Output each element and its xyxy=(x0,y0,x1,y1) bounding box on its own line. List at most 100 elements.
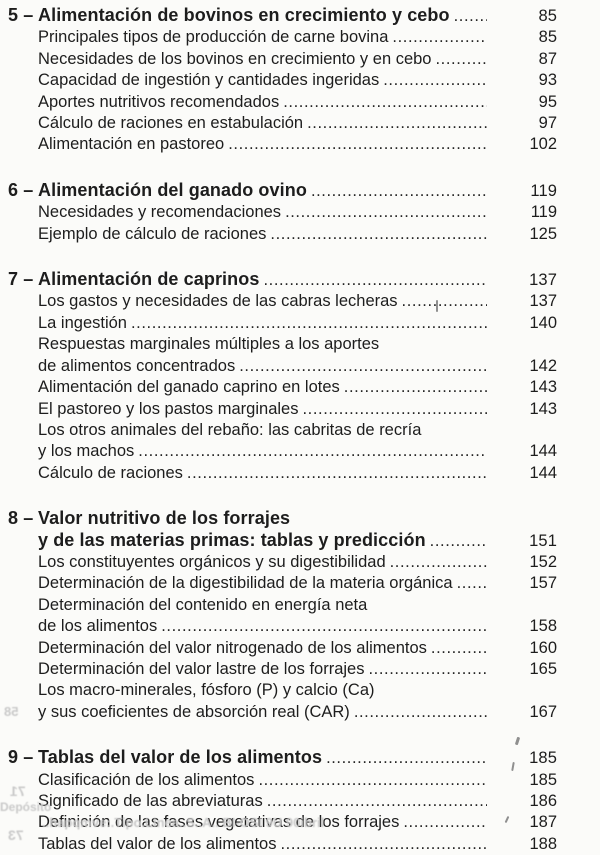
toc-item-row: Los constituyentes orgánicos y su digest… xyxy=(8,552,557,573)
dot-leader xyxy=(427,638,487,659)
page-number: 140 xyxy=(529,313,557,332)
toc-item-row: Capacidad de ingestión y cantidades inge… xyxy=(8,70,557,91)
toc-item-row: Respuestas marginales múltiples a los ap… xyxy=(8,334,557,355)
toc-item-label: Determinación del valor nitrogenado de l… xyxy=(38,638,427,657)
page-number: 97 xyxy=(538,114,557,133)
toc-item-label: Aportes nutritivos recomendados xyxy=(38,92,280,111)
dot-leader xyxy=(322,748,487,769)
toc-item-label: Tablas del valor de los alimentos xyxy=(38,834,277,853)
dot-leader xyxy=(183,463,487,484)
chapter-title-row: 6 –Alimentación del ganado ovino 119 xyxy=(8,180,557,202)
toc-item-row: Principales tipos de producción de carne… xyxy=(8,27,557,48)
dot-leader xyxy=(350,702,487,723)
toc-item-label: Necesidades de los bovinos en crecimient… xyxy=(38,49,432,68)
dot-leader xyxy=(426,531,487,552)
toc-item-row: Determinación del valor nitrogenado de l… xyxy=(8,638,557,659)
chapter-title-row: 5 – Alimentación de bovinos en crecimient… xyxy=(8,5,557,27)
toc-item-row: Tablas del valor de los alimentos 188 xyxy=(8,834,557,855)
chapter-number: 5 xyxy=(8,5,19,25)
toc-item-row: Definición de las fases vegetativas de l… xyxy=(8,812,557,833)
toc-item-label: Principales tipos de producción de carne… xyxy=(38,28,389,47)
page-number: 151 xyxy=(529,531,557,550)
dot-leader xyxy=(340,377,487,398)
page-number: 125 xyxy=(529,224,557,243)
dot-leader xyxy=(453,573,487,594)
chapter-prefix: 5 – xyxy=(8,5,38,26)
chapter-title: Alimentación de caprinos xyxy=(38,269,260,290)
toc-item-label: Determinación del contenido en energía n… xyxy=(38,595,368,614)
toc-item-label: Determinación de la digestibilidad de la… xyxy=(38,574,453,593)
page-number: 85 xyxy=(538,28,557,47)
toc-item-row: y sus coeficientes de absorción real (CA… xyxy=(8,702,557,723)
chapter-title-row: y de las materias primas: tablas y predi… xyxy=(8,530,557,552)
toc-item-row: Determinación de la digestibilidad de la… xyxy=(8,573,557,594)
toc-item-label: Determinación del valor lastre de los fo… xyxy=(38,659,365,678)
toc-item-row: Los gastos y necesidades de las cabras l… xyxy=(8,291,557,312)
page-number: 160 xyxy=(529,638,557,657)
toc-item-label: Cálculo de raciones xyxy=(38,463,183,482)
toc-item-label: Capacidad de ingestión y cantidades inge… xyxy=(38,71,380,90)
dot-leader xyxy=(307,181,487,202)
page-number: 186 xyxy=(529,792,557,810)
dot-leader xyxy=(431,49,487,70)
chapter-prefix: 8 – xyxy=(8,508,38,529)
toc-item-row: de los alimentos 158 xyxy=(8,616,557,637)
toc-item-row: La ingestión 140 xyxy=(8,313,557,334)
dot-leader xyxy=(266,224,487,245)
toc-item-label: y los machos xyxy=(38,442,135,461)
dot-leader xyxy=(388,27,487,48)
chapter-title: Tablas del valor de los alimentos xyxy=(38,747,323,768)
toc-item-label: y sus coeficientes de absorción real (CA… xyxy=(38,702,350,721)
toc-item-label: Los macro-minerales, fósforo (P) y calci… xyxy=(38,681,375,700)
dot-leader xyxy=(157,616,487,637)
dot-leader xyxy=(303,113,487,134)
page-number: 158 xyxy=(529,617,557,636)
chapter-title-row: 9 –Tablas del valor de los alimentos 185 xyxy=(8,747,557,769)
chapter-block-8: 8 – Valor nutritivo de los forrajes y de l… xyxy=(8,508,557,723)
chapter-dash: – xyxy=(23,508,34,529)
page-number: 119 xyxy=(530,181,557,200)
page-number: 165 xyxy=(529,659,557,678)
page-number: 185 xyxy=(529,749,557,768)
page-number: 137 xyxy=(529,271,557,290)
toc-item-label: Alimentación en pastoreo xyxy=(38,135,225,154)
page-number: 102 xyxy=(529,135,557,154)
dot-leader xyxy=(259,270,487,291)
page-number: 119 xyxy=(530,203,557,222)
page-number: 167 xyxy=(529,702,557,721)
page-number: 144 xyxy=(529,463,557,482)
toc-item-label: El pastoreo y los pastos marginales xyxy=(38,399,299,418)
dot-leader xyxy=(450,6,487,27)
dot-leader xyxy=(379,70,487,91)
toc-item-row: Los otros animales del rebaño: las cabri… xyxy=(8,420,557,441)
chapter-title-row: 8 – Valor nutritivo de los forrajes xyxy=(8,508,557,529)
page-number: 142 xyxy=(529,356,557,375)
page-number: 187 xyxy=(529,813,557,832)
chapter-title-row: 7 –Alimentación de caprinos 137 xyxy=(8,269,557,291)
toc-item-row: y los machos 144 xyxy=(8,441,557,462)
toc-item-row: Determinación del contenido en energía n… xyxy=(8,595,557,616)
chapter-dash: – xyxy=(23,5,34,25)
dot-leader xyxy=(276,834,487,855)
page-number: 85 xyxy=(538,7,557,25)
dot-leader xyxy=(134,441,487,462)
dot-leader xyxy=(254,770,487,791)
page-number: 157 xyxy=(529,574,557,593)
dot-leader xyxy=(281,202,487,223)
toc-item-row: Necesidades y recomendaciones 119 xyxy=(8,202,557,223)
dot-leader xyxy=(398,291,487,312)
chapter-block-6: 6 –Alimentación del ganado ovino119Neces… xyxy=(8,180,557,245)
dot-leader xyxy=(127,313,487,334)
toc-item-row: Ejemplo de cálculo de raciones 125 xyxy=(8,224,557,245)
page-number: 188 xyxy=(529,834,557,853)
toc-item-label: Necesidades y recomendaciones xyxy=(38,203,282,222)
chapter-dash: – xyxy=(23,747,34,768)
toc-item-label: Cálculo de raciones en estabulación xyxy=(38,114,304,133)
dot-leader xyxy=(235,356,487,377)
toc-item-label: Los constituyentes orgánicos y su digest… xyxy=(38,552,386,571)
page-number: 87 xyxy=(538,49,557,68)
chapter-number: 6 xyxy=(8,179,19,200)
toc-item-row: Aportes nutritivos recomendados 95 xyxy=(8,92,557,113)
page-number: 152 xyxy=(529,552,557,571)
